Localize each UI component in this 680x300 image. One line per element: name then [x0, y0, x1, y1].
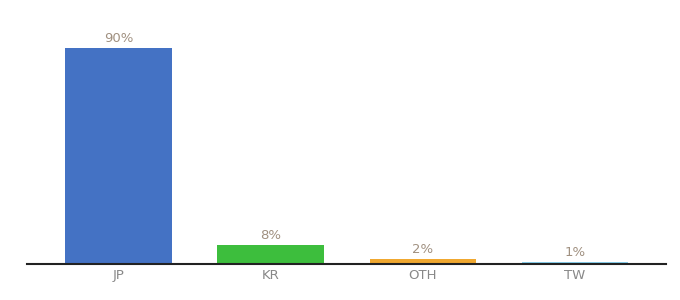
Bar: [522, 262, 628, 264]
Text: 8%: 8%: [260, 229, 282, 242]
Bar: [218, 245, 324, 264]
Bar: [65, 48, 172, 264]
Text: 2%: 2%: [412, 243, 433, 256]
Text: 90%: 90%: [104, 32, 133, 45]
Bar: [370, 259, 476, 264]
Text: 1%: 1%: [564, 246, 585, 259]
